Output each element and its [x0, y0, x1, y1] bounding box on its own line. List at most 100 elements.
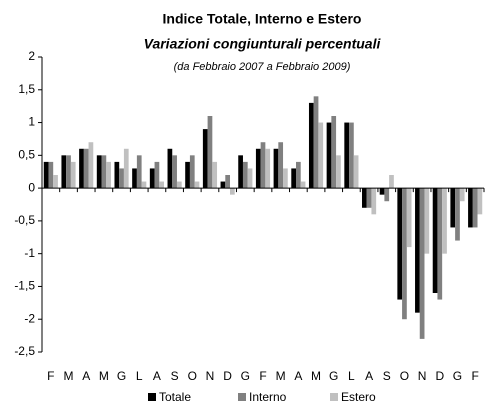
bar	[66, 155, 71, 189]
bar	[415, 188, 420, 313]
bar	[43, 161, 49, 189]
bar	[53, 175, 58, 189]
x-tick-label: M	[64, 369, 74, 383]
x-tick-label: G	[329, 369, 338, 383]
bar	[238, 155, 243, 189]
bar	[202, 129, 208, 189]
bar	[366, 188, 372, 208]
y-tick-label: -1	[24, 246, 35, 260]
y-tick-label: 2	[28, 49, 35, 63]
bar	[123, 148, 129, 189]
bar	[402, 188, 407, 320]
bar	[225, 175, 230, 189]
x-tick-label: A	[153, 369, 161, 383]
legend-label: Estero	[341, 390, 376, 404]
bar	[442, 188, 447, 254]
bar	[389, 175, 394, 189]
x-tick-label: G	[241, 369, 250, 383]
bar	[159, 181, 164, 189]
bar	[313, 96, 319, 189]
bar	[189, 155, 195, 189]
bar	[141, 181, 147, 189]
bar	[384, 188, 390, 202]
bar	[318, 122, 324, 189]
bar	[450, 188, 456, 228]
bar	[278, 142, 284, 189]
bar	[459, 188, 465, 202]
x-tick-label: O	[188, 369, 197, 383]
bar	[114, 161, 120, 189]
x-tick-label: M	[99, 369, 109, 383]
bar	[185, 161, 190, 189]
x-tick-label: A	[294, 369, 302, 383]
bar	[260, 142, 266, 189]
bar	[296, 161, 301, 189]
bar	[242, 161, 248, 189]
bar	[331, 116, 337, 189]
y-tick-label: -2,5	[14, 344, 35, 358]
legend-swatch	[238, 393, 246, 401]
bar	[336, 155, 341, 189]
legend-swatch	[148, 393, 156, 401]
bar	[119, 168, 124, 189]
bar	[167, 148, 173, 189]
bar	[326, 122, 332, 189]
bar	[308, 102, 314, 189]
x-tick-label: G	[117, 369, 126, 383]
bar	[419, 188, 425, 339]
bar	[455, 188, 460, 241]
bar	[172, 155, 177, 189]
bar	[70, 161, 76, 189]
bar	[194, 181, 200, 189]
bar	[79, 148, 84, 189]
bar	[106, 161, 111, 189]
x-tick-label: F	[471, 369, 478, 383]
bar	[432, 188, 438, 293]
x-tick-label: A	[365, 369, 373, 383]
bar	[149, 168, 155, 189]
bar	[379, 188, 385, 195]
x-tick-label: G	[453, 369, 462, 383]
y-tick-label: 0	[28, 180, 35, 194]
x-tick-label: S	[383, 369, 391, 383]
legend-swatch	[330, 393, 338, 401]
bar	[265, 148, 271, 189]
bar	[353, 155, 359, 189]
bar	[300, 181, 306, 189]
bar	[83, 148, 89, 189]
bar	[472, 188, 478, 228]
bar	[61, 155, 67, 189]
bar	[291, 168, 297, 189]
chart-subtitle: Variazioni congiunturali percentuali	[144, 36, 382, 52]
bar	[477, 188, 483, 215]
x-tick-label: M	[311, 369, 321, 383]
y-tick-label: 1	[28, 115, 35, 129]
bar	[96, 155, 102, 189]
bar	[136, 155, 142, 189]
chart-title: Indice Totale, Interno e Estero	[163, 11, 362, 27]
bar	[88, 142, 94, 189]
bar	[132, 168, 137, 189]
bar	[220, 181, 226, 189]
bar	[362, 188, 367, 208]
y-tick-label: 0,5	[18, 148, 35, 162]
bar	[48, 161, 54, 189]
y-tick-label: -2	[24, 311, 35, 325]
bar	[424, 188, 430, 254]
x-tick-label: F	[259, 369, 266, 383]
bar	[344, 122, 350, 189]
bar	[212, 161, 218, 189]
x-tick-label: L	[136, 369, 143, 383]
bar	[207, 116, 213, 189]
bar	[397, 188, 403, 300]
chart-note: (da Febbraio 2007 a Febbraio 2009)	[174, 61, 351, 73]
x-tick-label: F	[47, 369, 54, 383]
bar	[176, 181, 182, 189]
y-tick-label: -1,5	[14, 279, 35, 293]
x-tick-label: N	[418, 369, 427, 383]
y-tick-label: 1,5	[18, 82, 35, 96]
x-tick-label: O	[400, 369, 409, 383]
bar	[437, 188, 443, 300]
bar	[349, 122, 354, 189]
